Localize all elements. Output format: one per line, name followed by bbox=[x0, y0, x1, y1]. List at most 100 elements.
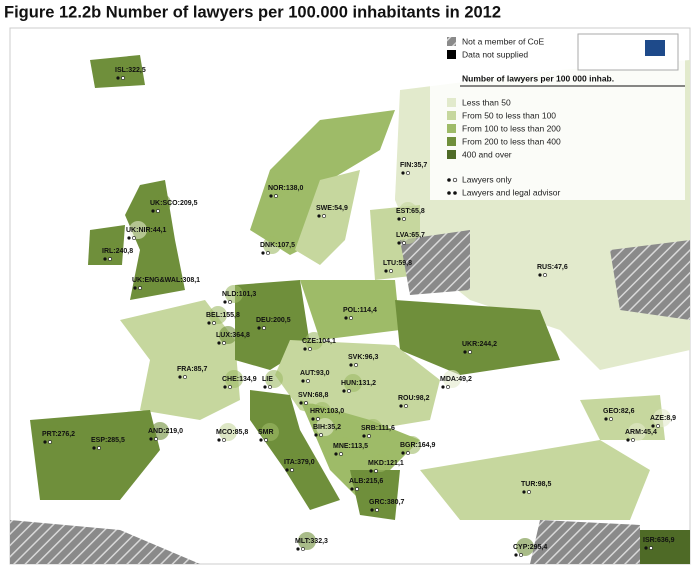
dot bbox=[604, 417, 608, 421]
dot bbox=[156, 209, 160, 213]
dot bbox=[217, 341, 221, 345]
country-marker bbox=[261, 423, 279, 441]
country-marker bbox=[465, 335, 483, 353]
country-label: AND:219,0 bbox=[148, 428, 183, 435]
dot bbox=[406, 171, 410, 175]
country-label: SMR bbox=[258, 429, 274, 436]
country-label: TUR:98,5 bbox=[521, 481, 551, 488]
dot bbox=[285, 468, 289, 472]
legend-label: From 50 to less than 100 bbox=[462, 110, 556, 120]
dot bbox=[349, 316, 353, 320]
france-region bbox=[120, 300, 240, 420]
dot bbox=[268, 385, 272, 389]
dot bbox=[402, 241, 406, 245]
legend-label: 400 and over bbox=[462, 149, 512, 159]
country-marker bbox=[364, 419, 382, 437]
country-label: MLT:332,3 bbox=[295, 538, 328, 545]
dot bbox=[375, 508, 379, 512]
dot bbox=[349, 363, 353, 367]
country-marker bbox=[225, 370, 243, 388]
dot bbox=[452, 177, 458, 183]
dot bbox=[127, 236, 131, 240]
dot bbox=[527, 490, 531, 494]
dot bbox=[656, 424, 660, 428]
dot bbox=[116, 76, 120, 80]
dot bbox=[543, 273, 547, 277]
country-marker bbox=[606, 402, 624, 420]
dot bbox=[217, 438, 221, 442]
dot bbox=[441, 385, 445, 389]
country-label: ISL:322,5 bbox=[115, 67, 146, 74]
finland-region bbox=[395, 110, 440, 200]
legend-swatch bbox=[447, 98, 456, 107]
dot bbox=[404, 404, 408, 408]
dot bbox=[132, 236, 136, 240]
title: Figure 12.2b Number of lawyers per 100.0… bbox=[4, 3, 501, 21]
dot bbox=[138, 286, 142, 290]
country-marker bbox=[153, 194, 171, 212]
country-marker bbox=[94, 431, 112, 449]
country-marker bbox=[263, 236, 281, 254]
dot bbox=[453, 191, 457, 195]
country-labels: ISL:322,5 FIN:35,7 NOR:138,0 SWE:54,9 EST:65… bbox=[42, 61, 676, 557]
dot bbox=[266, 251, 270, 255]
dot bbox=[257, 326, 261, 330]
dot bbox=[447, 191, 451, 195]
dot bbox=[314, 433, 318, 437]
dot bbox=[299, 401, 303, 405]
country-label: POL:114,4 bbox=[343, 307, 377, 314]
dot bbox=[303, 347, 307, 351]
dot bbox=[344, 316, 348, 320]
dot bbox=[311, 417, 315, 421]
country-marker bbox=[298, 532, 316, 550]
dot bbox=[522, 490, 526, 494]
country-label: AUT:93,0 bbox=[300, 370, 330, 377]
country-label: CYP:295,4 bbox=[513, 544, 547, 551]
country-label: SVK:96,3 bbox=[348, 354, 378, 361]
dot bbox=[263, 385, 267, 389]
country-marker bbox=[344, 374, 362, 392]
dot bbox=[222, 341, 226, 345]
dot bbox=[261, 251, 265, 255]
italy-region bbox=[250, 390, 340, 510]
country-marker bbox=[151, 422, 169, 440]
country-label: ISR:636,9 bbox=[643, 537, 675, 544]
legend-label: Not a member of CoE bbox=[462, 36, 545, 46]
dot bbox=[446, 385, 450, 389]
dot bbox=[384, 269, 388, 273]
country-marker bbox=[628, 423, 646, 441]
country-marker bbox=[524, 475, 542, 493]
sweden-region bbox=[295, 170, 360, 265]
dot bbox=[401, 171, 405, 175]
country-label: PRT:276,2 bbox=[42, 431, 75, 438]
dot bbox=[339, 452, 343, 456]
dot bbox=[121, 76, 125, 80]
country-marker bbox=[372, 493, 390, 511]
dot bbox=[447, 178, 451, 182]
country-label: SWE:54,9 bbox=[316, 205, 348, 212]
dot bbox=[355, 487, 359, 491]
country-marker bbox=[209, 306, 227, 324]
dot bbox=[538, 273, 542, 277]
country-marker bbox=[319, 199, 337, 217]
country-marker bbox=[219, 326, 237, 344]
dot bbox=[362, 434, 366, 438]
legend-swatch bbox=[447, 137, 456, 146]
country-label: IRL:240,8 bbox=[102, 248, 133, 255]
country-marker bbox=[135, 271, 153, 289]
legend-label: Lawyers only bbox=[462, 174, 512, 184]
legend-label: Less than 50 bbox=[462, 97, 511, 107]
country-marker bbox=[540, 258, 558, 276]
country-marker bbox=[45, 425, 63, 443]
country-marker bbox=[346, 301, 364, 319]
country-marker bbox=[305, 332, 323, 350]
dot bbox=[183, 375, 187, 379]
dot bbox=[626, 438, 630, 442]
legend-label: Lawyers and legal advisor bbox=[462, 187, 560, 197]
country-label: BEL:155,8 bbox=[206, 312, 240, 319]
dot bbox=[370, 508, 374, 512]
dot bbox=[301, 379, 305, 383]
dot bbox=[296, 547, 300, 551]
dot bbox=[151, 209, 155, 213]
